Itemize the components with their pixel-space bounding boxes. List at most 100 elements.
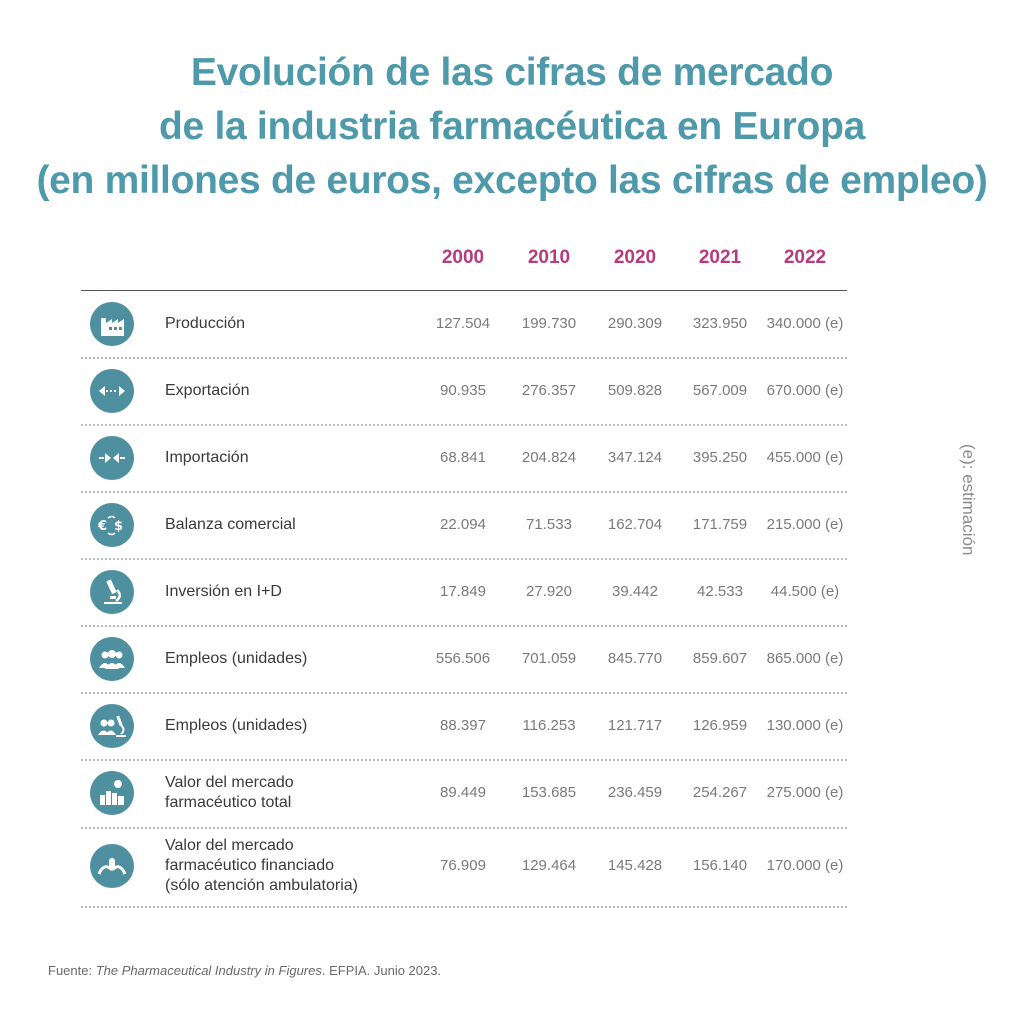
year-header-2022: 2022: [783, 247, 827, 268]
value-cell-2000: 127.504: [435, 315, 491, 332]
table-row: Empleos (unidades) 88.397 116.253 121.717 12…: [81, 692, 847, 761]
value-cell-2021: 395.250: [692, 449, 748, 466]
year-header-2020: 2020: [613, 247, 657, 268]
value-cell-2000: 17.849: [440, 583, 486, 600]
row-label-line: farmacéutico financiado: [165, 857, 334, 874]
value-cell-2022: 670.000 (e): [766, 382, 844, 399]
row-label-line: Exportación: [165, 382, 250, 399]
row-label-line: (sólo atención ambulatoria): [165, 877, 358, 894]
row-label: Empleos (unidades): [165, 649, 415, 669]
value-cell-2022: 865.000 (e): [766, 650, 844, 667]
row-label-line: Importación: [165, 449, 249, 466]
year-header-2010: 2010: [527, 247, 571, 268]
table-row: Valor del mercado farmacéutico total 89.44…: [81, 759, 847, 829]
chart-title: Evolución de las cifras de mercado de la…: [0, 46, 1024, 208]
header-rule: [81, 290, 847, 291]
source-prefix: Fuente:: [48, 963, 96, 978]
row-separator: [81, 827, 847, 829]
title-line-3: (en millones de euros, excepto las cifra…: [36, 159, 988, 202]
value-cell-2020: 145.428: [607, 857, 663, 874]
microscope-icon: [90, 570, 134, 614]
hands-pill-icon: [90, 844, 134, 888]
svg-text:€: €: [97, 519, 107, 534]
row-label: Balanza comercial: [165, 515, 415, 535]
row-separator: [81, 491, 847, 493]
value-cell-2022: 275.000 (e): [766, 784, 844, 801]
value-cell-2020: 162.704: [607, 516, 663, 533]
value-cell-2000: 556.506: [435, 650, 491, 667]
title-line-2: de la industria farmacéutica en Europa: [159, 105, 865, 148]
year-header-2000: 2000: [441, 247, 485, 268]
row-label-line: Valor del mercado: [165, 837, 294, 854]
source-publication: The Pharmaceutical Industry in Figures: [95, 963, 322, 978]
row-label-line: Producción: [165, 315, 246, 332]
market-buildings-icon: [90, 771, 134, 815]
row-label-line: Balanza comercial: [165, 516, 296, 533]
value-cell-2010: 116.253: [522, 717, 576, 734]
table-row: Valor del mercado farmacéutico financiado…: [81, 827, 847, 908]
table-row: Empleos (unidades) 556.506 701.059 845.770 8…: [81, 625, 847, 694]
value-cell-2010: 71.533: [526, 516, 572, 533]
value-cell-2021: 42.533: [697, 583, 743, 600]
currency-exchange-icon: € $: [90, 503, 134, 547]
value-cell-2010: 153.685: [521, 784, 577, 801]
value-cell-2010: 27.920: [526, 583, 572, 600]
value-cell-2000: 88.397: [440, 717, 486, 734]
row-separator: [81, 906, 847, 908]
value-cell-2021: 156.140: [692, 857, 748, 874]
table-row: Producción 127.504 199.730 290.309 323.950 34…: [81, 291, 847, 359]
value-cell-2022: 340.000 (e): [766, 315, 844, 332]
value-cell-2010: 276.357: [521, 382, 577, 399]
row-label-line: Empleos (unidades): [165, 650, 308, 667]
value-cell-2022: 44.500 (e): [770, 583, 840, 600]
table-row: Exportación 90.935 276.357 509.828 567.009 67…: [81, 357, 847, 426]
source-note: Fuente: The Pharmaceutical Industry in F…: [48, 963, 441, 978]
value-cell-2020: 39.442: [612, 583, 658, 600]
row-label: Exportación: [165, 381, 415, 401]
value-cell-2021: 323.950: [692, 315, 748, 332]
value-cell-2022: 455.000 (e): [766, 449, 844, 466]
value-cell-2021: 859.607: [692, 650, 748, 667]
estimation-note: (e): estimación: [959, 444, 978, 556]
value-cell-2000: 76.909: [440, 857, 486, 874]
row-label: Inversión en I+D: [165, 582, 415, 602]
row-label: Importación: [165, 448, 415, 468]
source-suffix: . EFPIA. Junio 2023.: [321, 963, 442, 978]
value-cell-2022: 130.000 (e): [766, 717, 844, 734]
table-row: Inversión en I+D 17.849 27.920 39.442 42.533…: [81, 558, 847, 627]
table-row: Importación 68.841 204.824 347.124 395.250 45…: [81, 424, 847, 493]
people-microscope-icon: [90, 704, 134, 748]
value-cell-2020: 347.124: [607, 449, 663, 466]
value-cell-2022: 170.000 (e): [766, 857, 844, 874]
svg-text:$: $: [114, 519, 123, 534]
row-separator: [81, 357, 847, 359]
value-cell-2020: 290.309: [607, 315, 663, 332]
value-cell-2021: 171.759: [692, 516, 748, 533]
value-cell-2021: 254.267: [692, 784, 748, 801]
value-cell-2000: 89.449: [440, 784, 486, 801]
row-separator: [81, 625, 847, 627]
value-cell-2010: 129.464: [521, 857, 577, 874]
value-cell-2020: 236.459: [607, 784, 663, 801]
row-separator: [81, 558, 847, 560]
value-cell-2000: 22.094: [440, 516, 486, 533]
value-cell-2020: 121.717: [607, 717, 663, 734]
value-cell-2021: 567.009: [692, 382, 748, 399]
value-cell-2010: 199.730: [521, 315, 577, 332]
value-cell-2020: 845.770: [607, 650, 663, 667]
row-label: Valor del mercado farmacéutico financiado…: [165, 836, 415, 896]
title-line-1: Evolución de las cifras de mercado: [190, 51, 834, 94]
value-cell-2010: 701.059: [521, 650, 577, 667]
row-label: Empleos (unidades): [165, 716, 415, 736]
row-label-line: farmacéutico total: [165, 794, 292, 811]
value-cell-2000: 90.935: [440, 382, 486, 399]
factory-icon: [90, 302, 134, 346]
export-arrows-icon: [90, 369, 134, 413]
row-separator: [81, 424, 847, 426]
table-row: € $ Balanza comercial 22.094 71.533 162.704 17…: [81, 491, 847, 560]
row-label: Valor del mercado farmacéutico total: [165, 773, 415, 813]
year-header-2021: 2021: [698, 247, 742, 268]
row-separator: [81, 759, 847, 761]
value-cell-2021: 126.959: [692, 717, 748, 734]
row-label: Producción: [165, 314, 415, 334]
